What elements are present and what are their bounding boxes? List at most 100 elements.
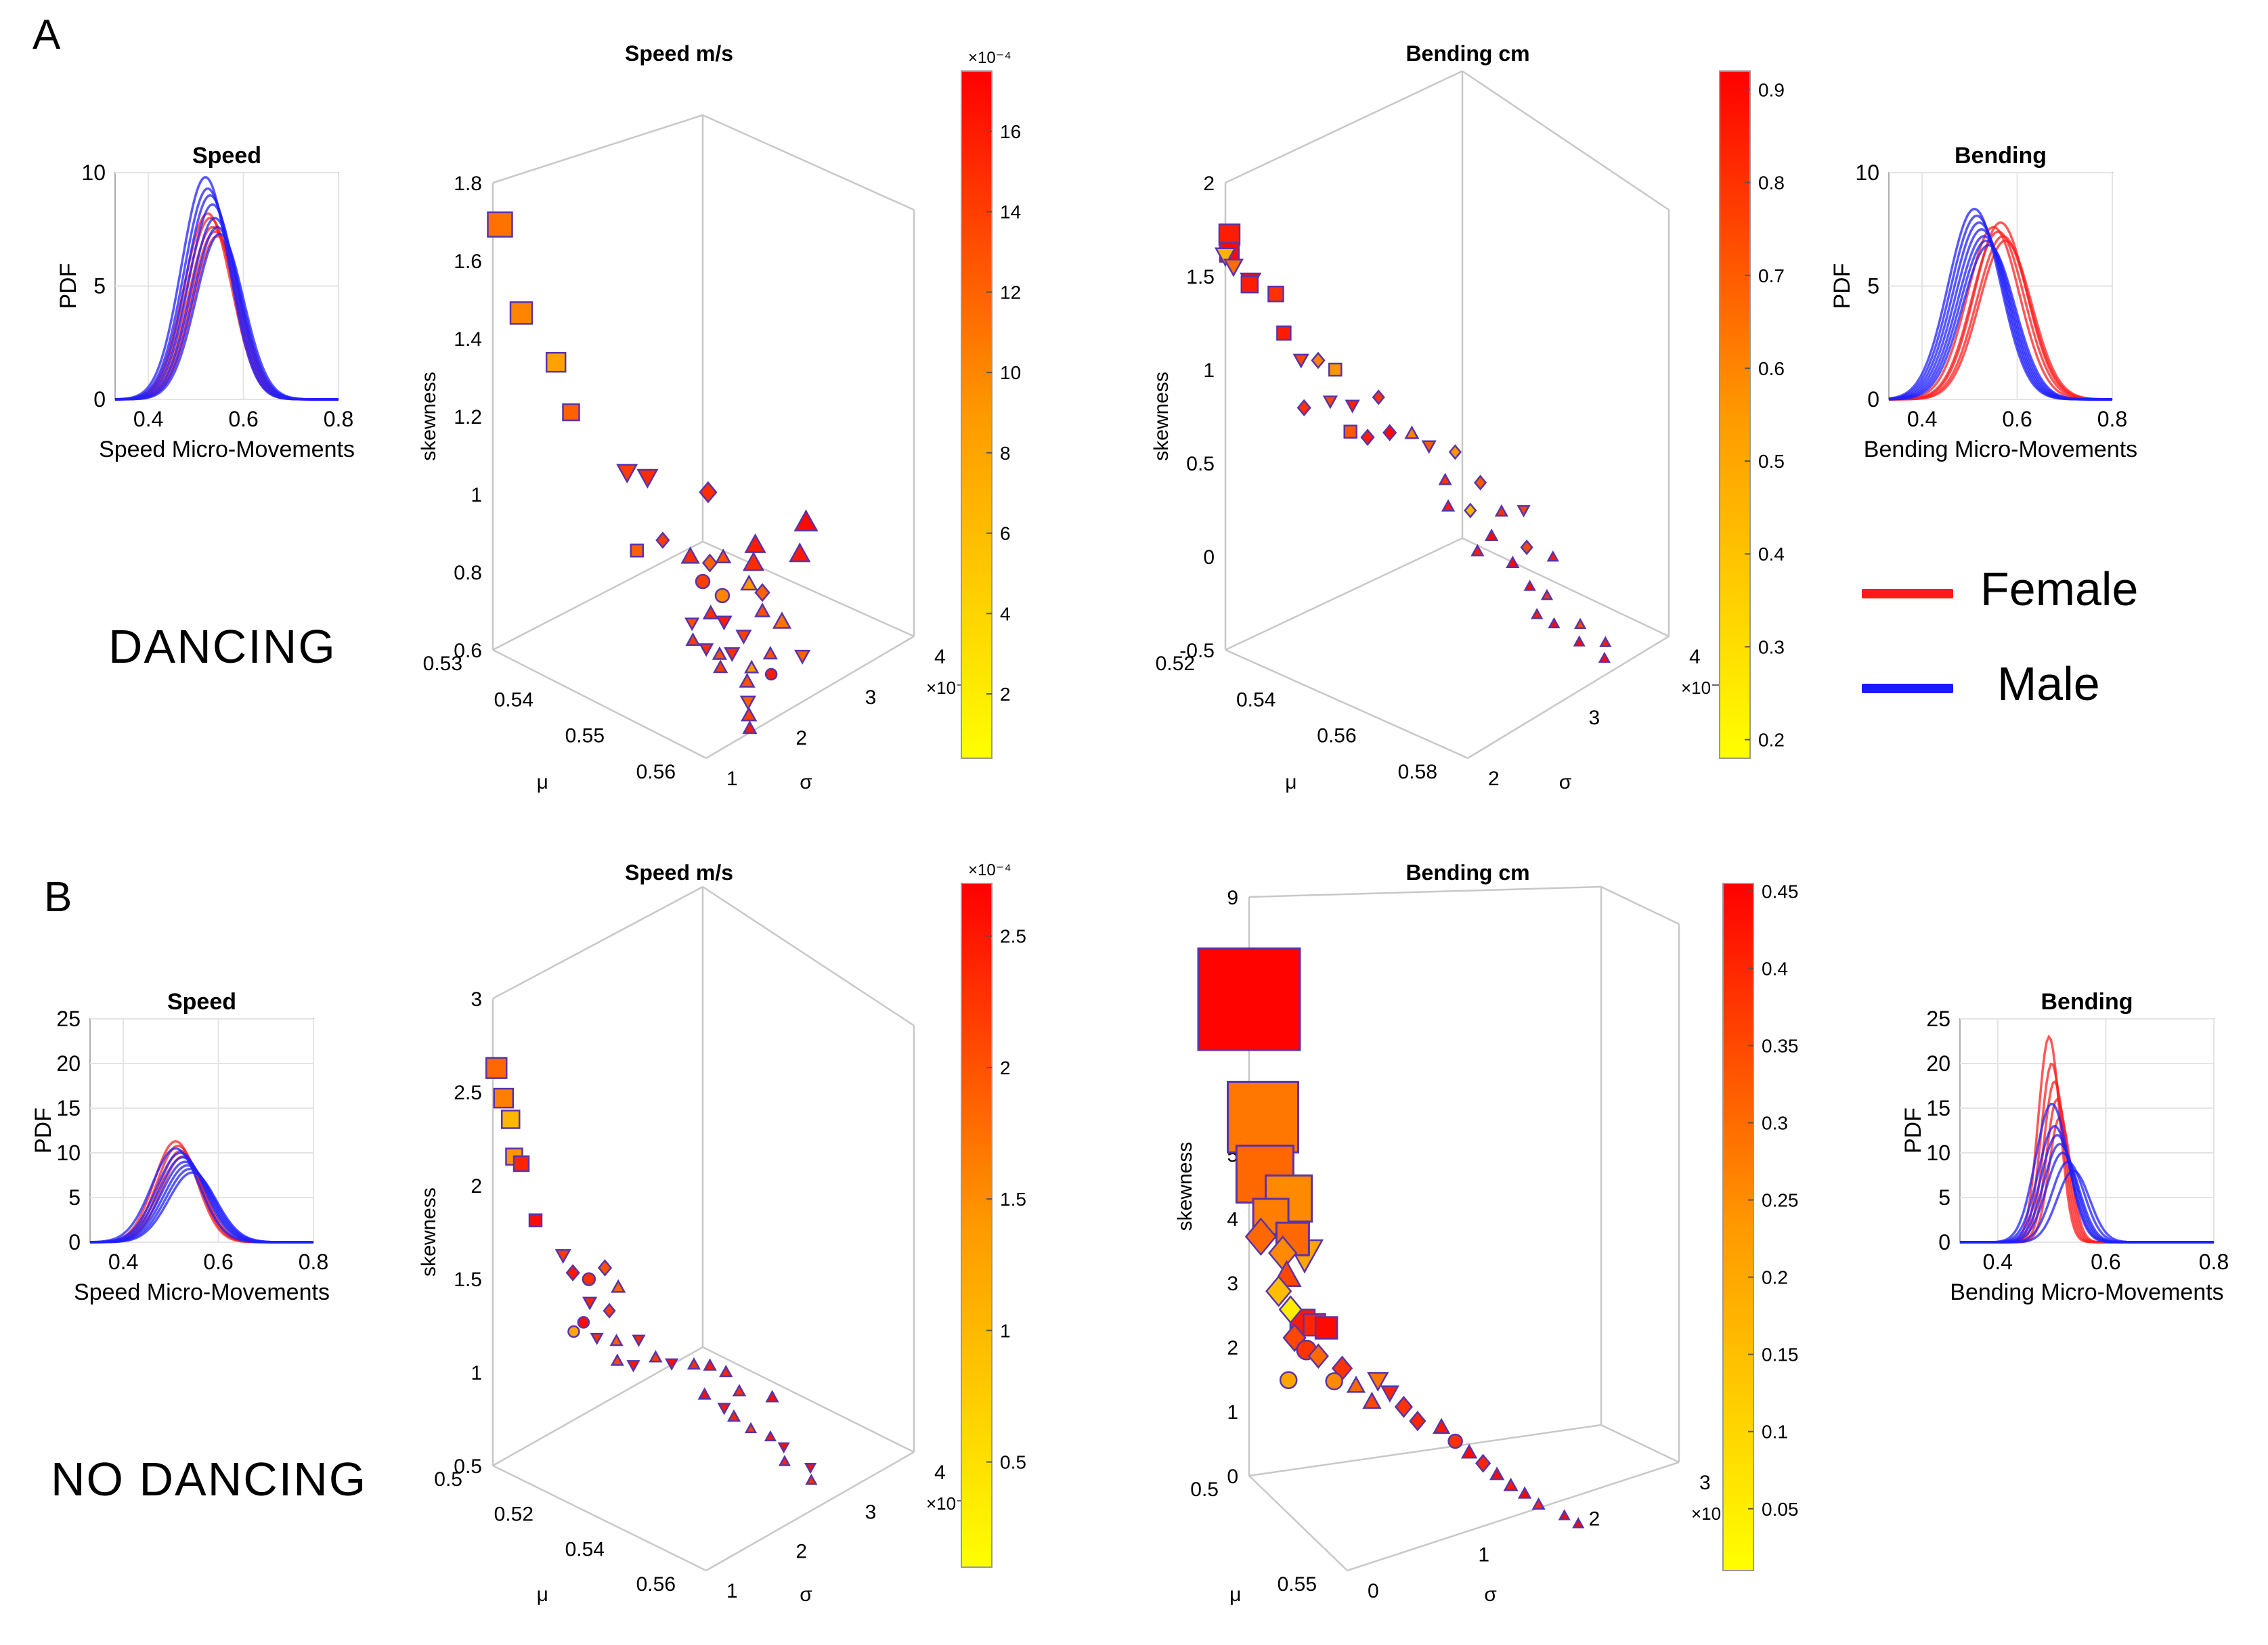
scatter-point-triangle-up (805, 1474, 818, 1485)
scatter-point-triangle-up (702, 605, 719, 619)
scatter-point-triangle-up (1346, 1376, 1366, 1393)
x-axis-label: μ (537, 771, 548, 793)
z-tick-label: 0 (1203, 546, 1215, 569)
colorbar-exponent: ×10⁻⁴ (968, 861, 1011, 879)
colorbar-tick-label: 10 (1000, 362, 1021, 383)
z-tick-label: 2 (471, 1175, 482, 1198)
y-tick-label: 2 (1589, 1508, 1600, 1530)
scatter-point-triangle-up (715, 548, 732, 564)
x-axis-label: μ (1229, 1583, 1241, 1606)
axis-box-edge (1462, 70, 1670, 211)
scatter-point-triangle-up (611, 1279, 626, 1293)
x-tick-label: 0.52 (1156, 653, 1195, 675)
z-tick-label: 1.2 (454, 406, 482, 429)
y-tick-label: 0 (93, 387, 106, 412)
y-tick-label: 4 (1689, 646, 1701, 668)
y-tick-label: 4 (934, 646, 946, 668)
x-axis-label: Speed Micro-Movements (99, 437, 355, 462)
scatter-point-square (501, 1110, 521, 1129)
x-tick-label: 0.8 (324, 407, 353, 431)
axis-box-edge (702, 885, 915, 1027)
scatter-point-square (1276, 325, 1292, 341)
x-tick-label: 0.4 (133, 407, 163, 431)
y-tick-label: 10 (1926, 1141, 1950, 1165)
scatter-point-triangle-up (680, 546, 700, 564)
pdf-curve-female (1889, 239, 2112, 401)
scatter-point-square (1227, 1080, 1299, 1154)
axis-box-edge (705, 635, 915, 760)
axis-box-edge (1600, 885, 1680, 925)
z-axis-label: skewness (1150, 372, 1173, 461)
x-tick-label: 0.6 (228, 407, 258, 431)
axis-box-edge (492, 540, 703, 651)
scatter-point-square (1197, 947, 1301, 1051)
scatter-point-triangle-up (1598, 651, 1611, 663)
colorbar-tick-label: 0.4 (1762, 958, 1788, 979)
scatter-point-square (487, 211, 513, 238)
axis-box-edge (702, 114, 915, 211)
scatter-point-square (1240, 275, 1259, 294)
scatter-point-triangle-down (636, 468, 659, 489)
z-tick-label: 1 (1227, 1401, 1238, 1424)
axis-box-edge (1225, 537, 1463, 651)
scatter-point-triangle-up (703, 1358, 717, 1371)
x-axis-label: Bending Micro-Movements (1864, 437, 2137, 462)
scatter-point-square (513, 1155, 530, 1172)
y-axis-label: σ (1484, 1583, 1497, 1606)
scatter-point-square (509, 301, 533, 325)
scatter-point-triangle-down (1214, 247, 1237, 267)
scatter-point-triangle-down (632, 1334, 646, 1347)
scatter-point-triangle-up (726, 1409, 741, 1422)
scatter-point-diamond (1473, 475, 1487, 491)
scatter-point-diamond (1311, 351, 1326, 370)
y-tick-label: 25 (56, 1007, 81, 1031)
scatter-point-triangle-down (735, 630, 752, 645)
z-tick-label: -0.5 (1179, 640, 1215, 662)
scatter-title: Bending cm (1405, 41, 1529, 66)
scatter-point-triangle-up (741, 706, 758, 722)
x-tick-label: 0.55 (1278, 1573, 1317, 1596)
z-tick-label: 1.8 (454, 173, 482, 195)
z-tick-label: 9 (1227, 887, 1238, 909)
scatter-point-triangle-up (772, 611, 792, 629)
x-tick-label: 0.4 (1983, 1250, 2013, 1274)
scatter-title: Speed m/s (625, 41, 733, 66)
scatter-point-diamond (1382, 424, 1397, 441)
scatter-point-square (1328, 362, 1343, 377)
colorbar-tick-label: 0.35 (1762, 1035, 1799, 1056)
y-tick-label: 3 (1589, 707, 1600, 729)
scatter-point-triangle-up (697, 1387, 712, 1400)
plot-title: Bending (1955, 143, 2047, 169)
y-tick-label: 2 (1488, 768, 1500, 790)
z-axis-label: skewness (1174, 1142, 1196, 1231)
scatter-point-triangle-up (765, 1390, 779, 1403)
scatter-point-square (485, 1057, 508, 1079)
scatter-point-triangle-down (626, 1360, 640, 1373)
scatter-point-triangle-down (684, 617, 700, 632)
y-axis-label: PDF (1829, 263, 1855, 309)
y-axis-label: PDF (1900, 1107, 1926, 1154)
axis-box-edge (702, 1346, 915, 1453)
y-tick-label: 4 (934, 1462, 946, 1484)
scatter-point-square (1314, 1316, 1338, 1340)
x-tick-label: 0.53 (423, 653, 462, 675)
scatter-point-triangle-down (616, 464, 638, 484)
scatter-point-square (630, 543, 645, 558)
scatter-point-diamond (1360, 429, 1375, 446)
legend-item-male: Male (1862, 650, 2214, 724)
scatter-point-circle (764, 667, 778, 681)
legend-item-female: Female (1862, 555, 2214, 630)
scatter-point-triangle-down (664, 1358, 679, 1371)
axis-box-edge (1600, 1424, 1680, 1464)
scatter-point-triangle-up (744, 533, 766, 553)
panel-letter-a: A (32, 12, 61, 58)
colorbar-tick-label: 0.15 (1762, 1344, 1799, 1365)
x-tick-label: 0.55 (565, 725, 605, 747)
scatter-point-triangle-down (1322, 395, 1338, 410)
scatter-point-triangle-up (686, 1357, 701, 1370)
scatter-point-triangle-up (1599, 636, 1612, 647)
scatter-point-triangle-up (762, 646, 778, 660)
scatter-point-diamond (603, 1302, 616, 1319)
